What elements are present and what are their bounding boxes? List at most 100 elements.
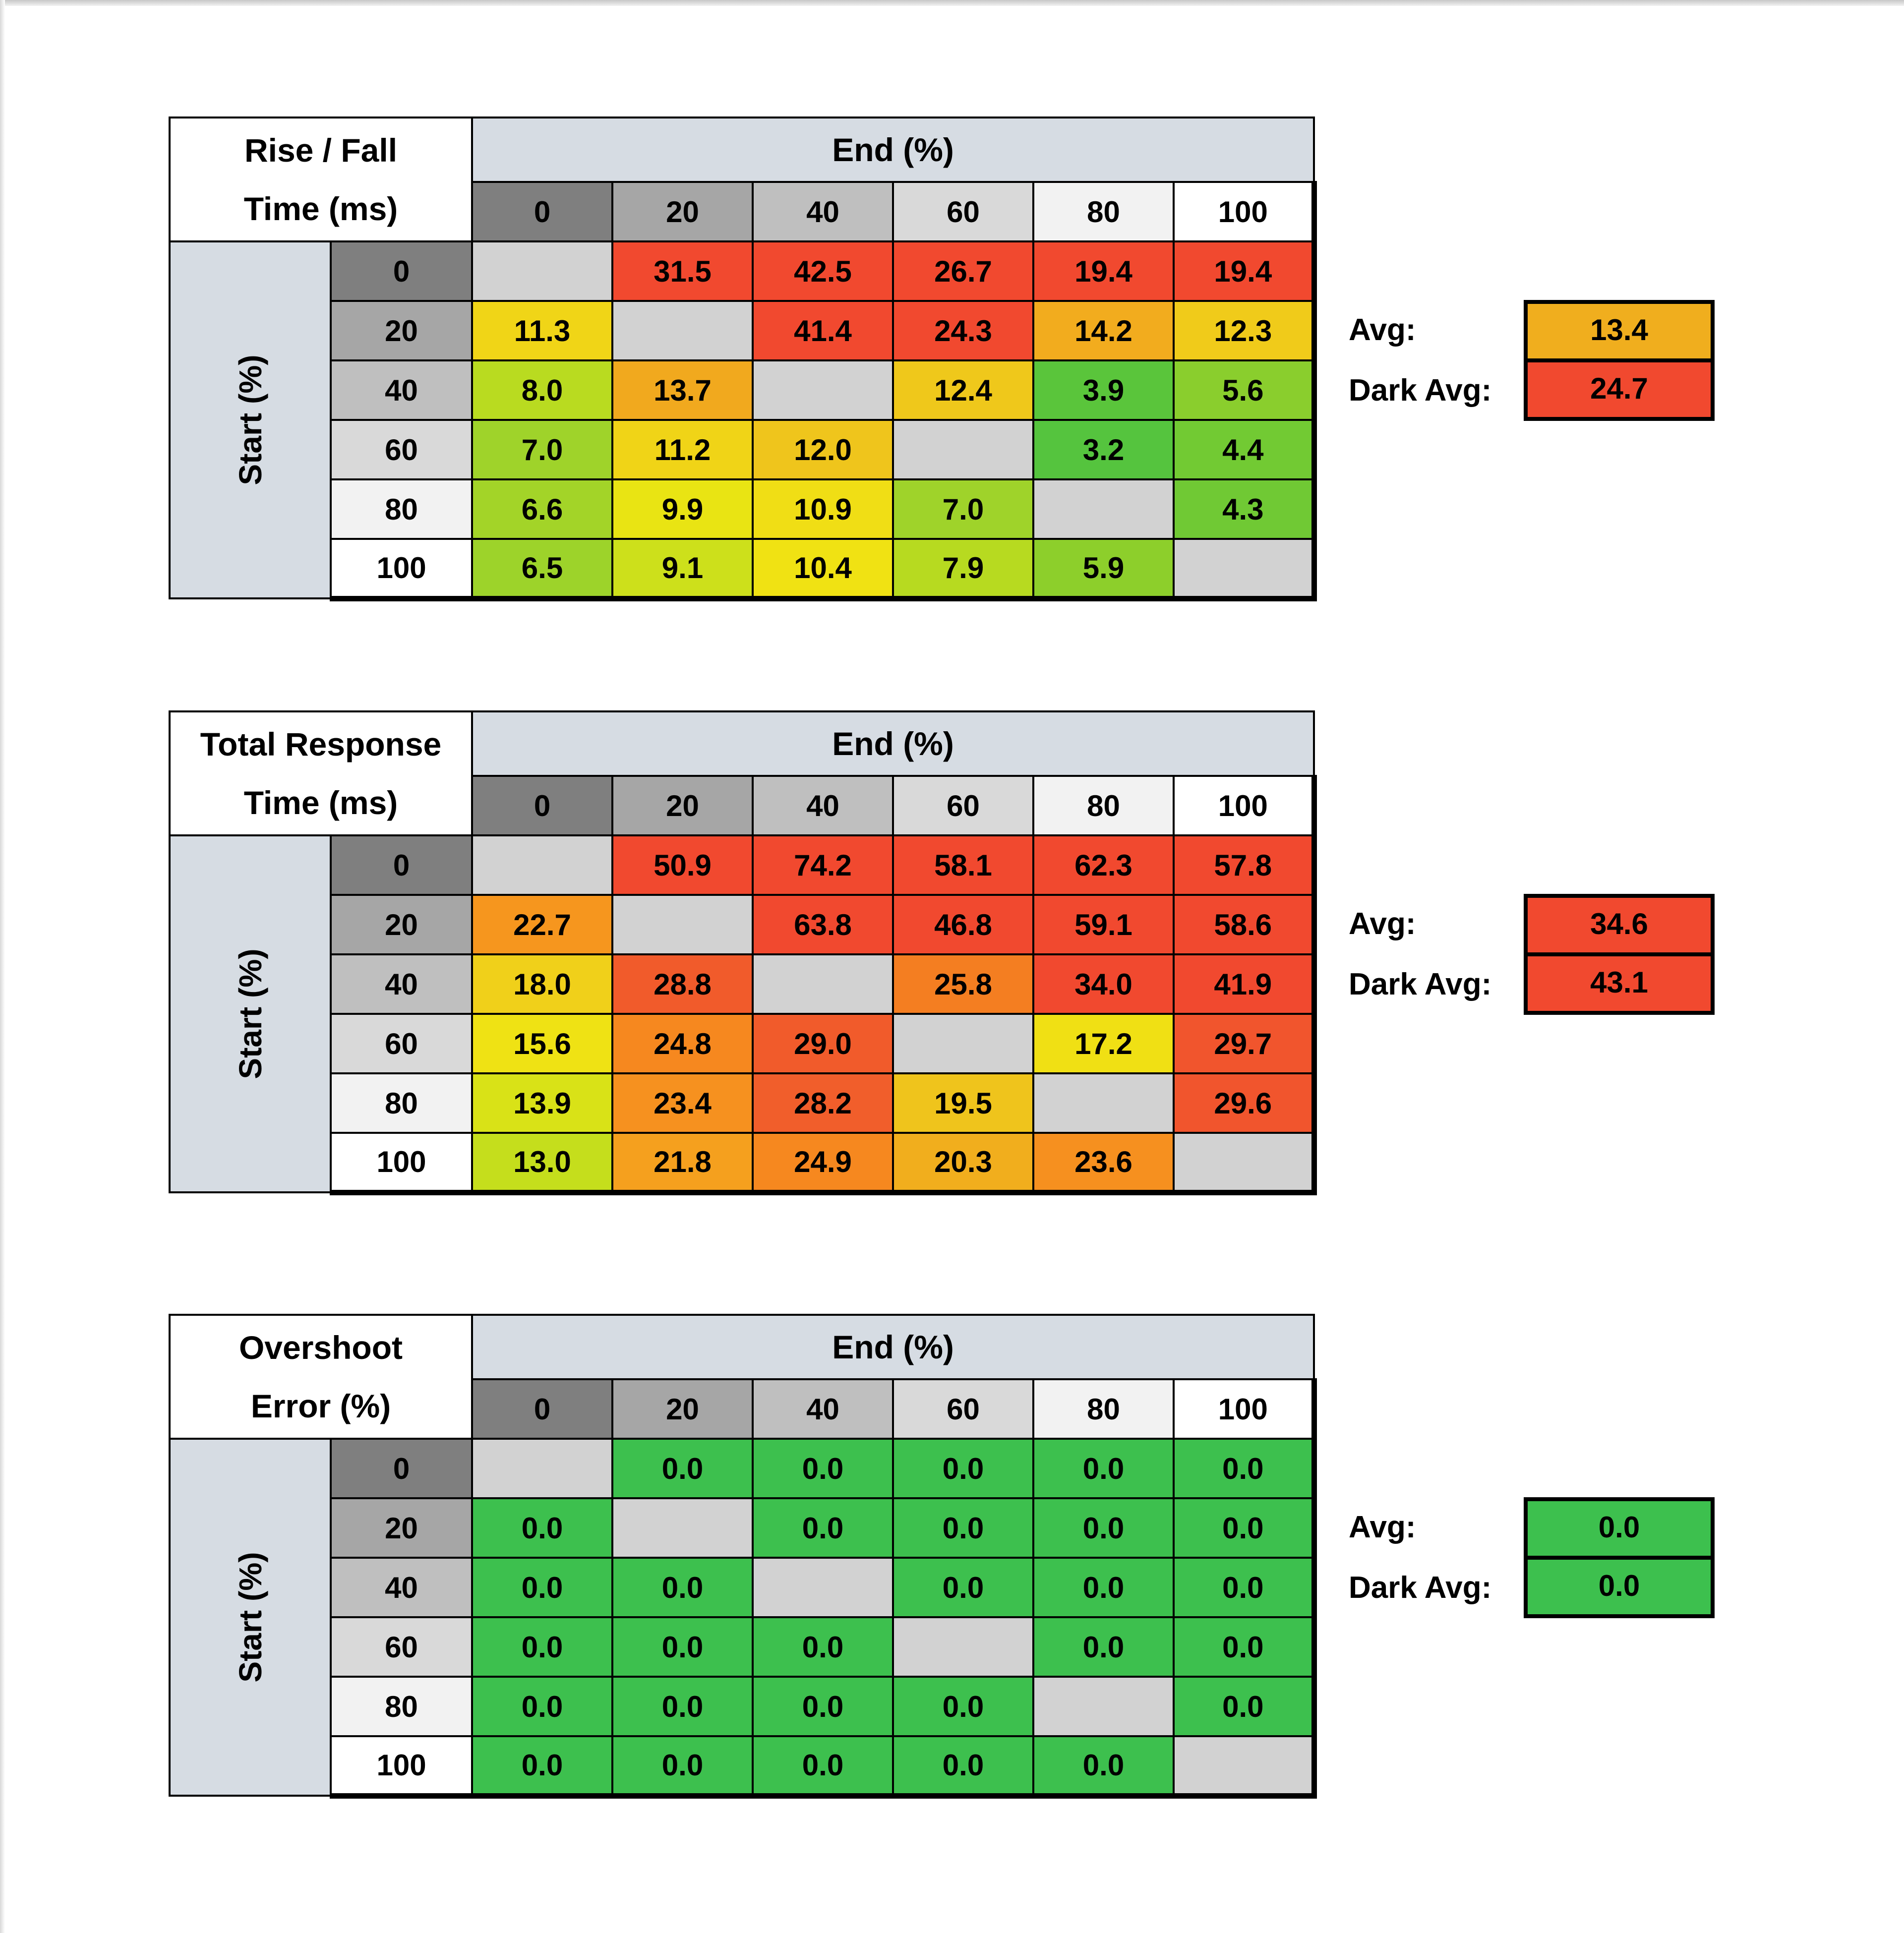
table-title-line2: Time (ms) — [243, 190, 398, 227]
start-axis-band: Start (%) — [169, 1438, 332, 1797]
value-cell: 9.9 — [611, 478, 754, 540]
value-cell: 9.1 — [611, 538, 754, 601]
value-cell: 23.4 — [611, 1072, 754, 1134]
end-col-header: 40 — [752, 775, 894, 836]
value-cell: 0.0 — [1173, 1557, 1317, 1618]
value-cell: 0.0 — [752, 1676, 894, 1737]
value-cell: 0.0 — [1032, 1557, 1175, 1618]
start-row-header: 40 — [329, 359, 474, 421]
value-cell: 12.0 — [752, 419, 894, 480]
avg-row: Avg: 0.0 — [1349, 1497, 1904, 1558]
blank-cell — [471, 1438, 614, 1499]
dark-avg-row: Dark Avg: 0.0 — [1349, 1558, 1904, 1618]
avg-value-box: 13.4 — [1524, 300, 1715, 360]
value-cell: 4.4 — [1173, 419, 1317, 480]
table-title: Overshoot Error (%) — [168, 1314, 474, 1440]
overshoot-error-table: Overshoot Error (%) End (%) 0 20 40 60 80 100… — [168, 1314, 1317, 1799]
blank-cell — [1032, 1676, 1175, 1737]
blank-cell — [1173, 1735, 1317, 1799]
value-cell: 0.0 — [892, 1557, 1035, 1618]
value-cell: 13.9 — [471, 1072, 613, 1134]
start-row-header: 100 — [330, 1132, 473, 1195]
value-cell: 10.4 — [752, 538, 894, 601]
start-axis-band: Start (%) — [169, 834, 332, 1193]
value-cell: 0.0 — [611, 1735, 754, 1799]
value-cell: 0.0 — [1032, 1616, 1175, 1678]
value-cell: 23.6 — [1032, 1132, 1175, 1195]
blank-cell — [892, 1013, 1034, 1074]
table-title-line2: Error (%) — [250, 1388, 391, 1424]
start-row-header: 60 — [329, 419, 474, 480]
end-axis-label: End (%) — [471, 117, 1315, 183]
value-cell: 7.9 — [892, 538, 1035, 601]
value-cell: 31.5 — [611, 240, 754, 302]
blank-cell — [1173, 538, 1317, 601]
value-cell: 42.5 — [752, 240, 894, 302]
value-cell: 41.9 — [1172, 953, 1317, 1015]
avg-row: Avg: 13.4 — [1349, 300, 1904, 360]
rise-fall-time-section: Rise / Fall Time (ms) End (%) 0 20 40 60 80 1… — [168, 117, 1715, 601]
value-cell: 0.0 — [752, 1735, 894, 1799]
value-cell: 5.9 — [1032, 538, 1175, 601]
value-cell: 11.3 — [471, 300, 614, 361]
value-cell: 0.0 — [1032, 1497, 1175, 1559]
dark-avg-value-box: 24.7 — [1524, 360, 1715, 421]
end-col-header: 80 — [1032, 775, 1175, 836]
value-cell: 0.0 — [471, 1616, 614, 1678]
start-axis-label: Start (%) — [232, 1552, 268, 1683]
avg-panel: Avg: 34.6 Dark Avg: 43.1 — [1349, 894, 1904, 1015]
value-cell: 28.2 — [752, 1072, 894, 1134]
value-cell: 28.8 — [611, 953, 754, 1015]
blank-cell — [1172, 1132, 1317, 1195]
dark-avg-row: Dark Avg: 43.1 — [1349, 954, 1904, 1015]
value-cell: 34.0 — [1032, 953, 1175, 1015]
value-cell: 0.0 — [471, 1557, 614, 1618]
page-top-edge — [0, 0, 1904, 6]
value-cell: 18.0 — [471, 953, 613, 1015]
table-row: 40 18.0 28.8 25.8 34.0 41.9 — [170, 953, 1317, 1015]
table-title-line1: Total Response — [200, 726, 442, 762]
total-response-time-section: Total Response Time (ms) End (%) 0 20 40 60… — [169, 710, 1715, 1195]
blank-cell — [892, 419, 1035, 480]
total-response-time-table: Total Response Time (ms) End (%) 0 20 40 60… — [169, 710, 1317, 1195]
blank-cell — [1032, 478, 1175, 540]
value-cell: 58.1 — [892, 834, 1034, 896]
value-cell: 57.8 — [1172, 834, 1317, 896]
value-cell: 0.0 — [611, 1557, 754, 1618]
value-cell: 10.9 — [752, 478, 894, 540]
value-cell: 25.8 — [892, 953, 1034, 1015]
table-row: 60 0.0 0.0 0.0 0.0 0.0 — [170, 1616, 1317, 1678]
value-cell: 12.3 — [1173, 300, 1317, 361]
blank-cell — [752, 953, 894, 1015]
table-row: 20 0.0 0.0 0.0 0.0 0.0 — [170, 1497, 1317, 1559]
value-cell: 6.6 — [471, 478, 614, 540]
value-cell: 62.3 — [1032, 834, 1175, 896]
table-row: 100 0.0 0.0 0.0 0.0 0.0 — [170, 1735, 1317, 1799]
table-row: 80 6.6 9.9 10.9 7.0 4.3 — [170, 478, 1317, 540]
dark-avg-value-box: 43.1 — [1524, 954, 1715, 1015]
value-cell: 0.0 — [611, 1438, 754, 1499]
table-row: 100 6.5 9.1 10.4 7.9 5.9 — [170, 538, 1317, 601]
start-row-header: 20 — [329, 1497, 474, 1559]
value-cell: 21.8 — [611, 1132, 754, 1195]
value-cell: 0.0 — [1032, 1735, 1175, 1799]
value-cell: 14.2 — [1032, 300, 1175, 361]
start-row-header: 80 — [330, 1072, 473, 1134]
value-cell: 41.4 — [752, 300, 894, 361]
end-axis-label: End (%) — [471, 710, 1315, 777]
dark-avg-row: Dark Avg: 24.7 — [1349, 360, 1904, 421]
end-col-header: 20 — [611, 1378, 754, 1440]
avg-row: Avg: 34.6 — [1349, 894, 1904, 954]
value-cell: 63.8 — [752, 894, 894, 955]
value-cell: 0.0 — [752, 1438, 894, 1499]
value-cell: 4.3 — [1173, 478, 1317, 540]
page-left-edge — [0, 0, 5, 1933]
dark-avg-label: Dark Avg: — [1349, 1571, 1492, 1605]
blank-cell — [611, 894, 754, 955]
avg-value-box: 34.6 — [1524, 894, 1715, 954]
start-axis-label: Start (%) — [232, 948, 268, 1079]
table-row: 80 13.9 23.4 28.2 19.5 29.6 — [170, 1072, 1317, 1134]
value-cell: 50.9 — [611, 834, 754, 896]
value-cell: 74.2 — [752, 834, 894, 896]
value-cell: 13.0 — [471, 1132, 613, 1195]
